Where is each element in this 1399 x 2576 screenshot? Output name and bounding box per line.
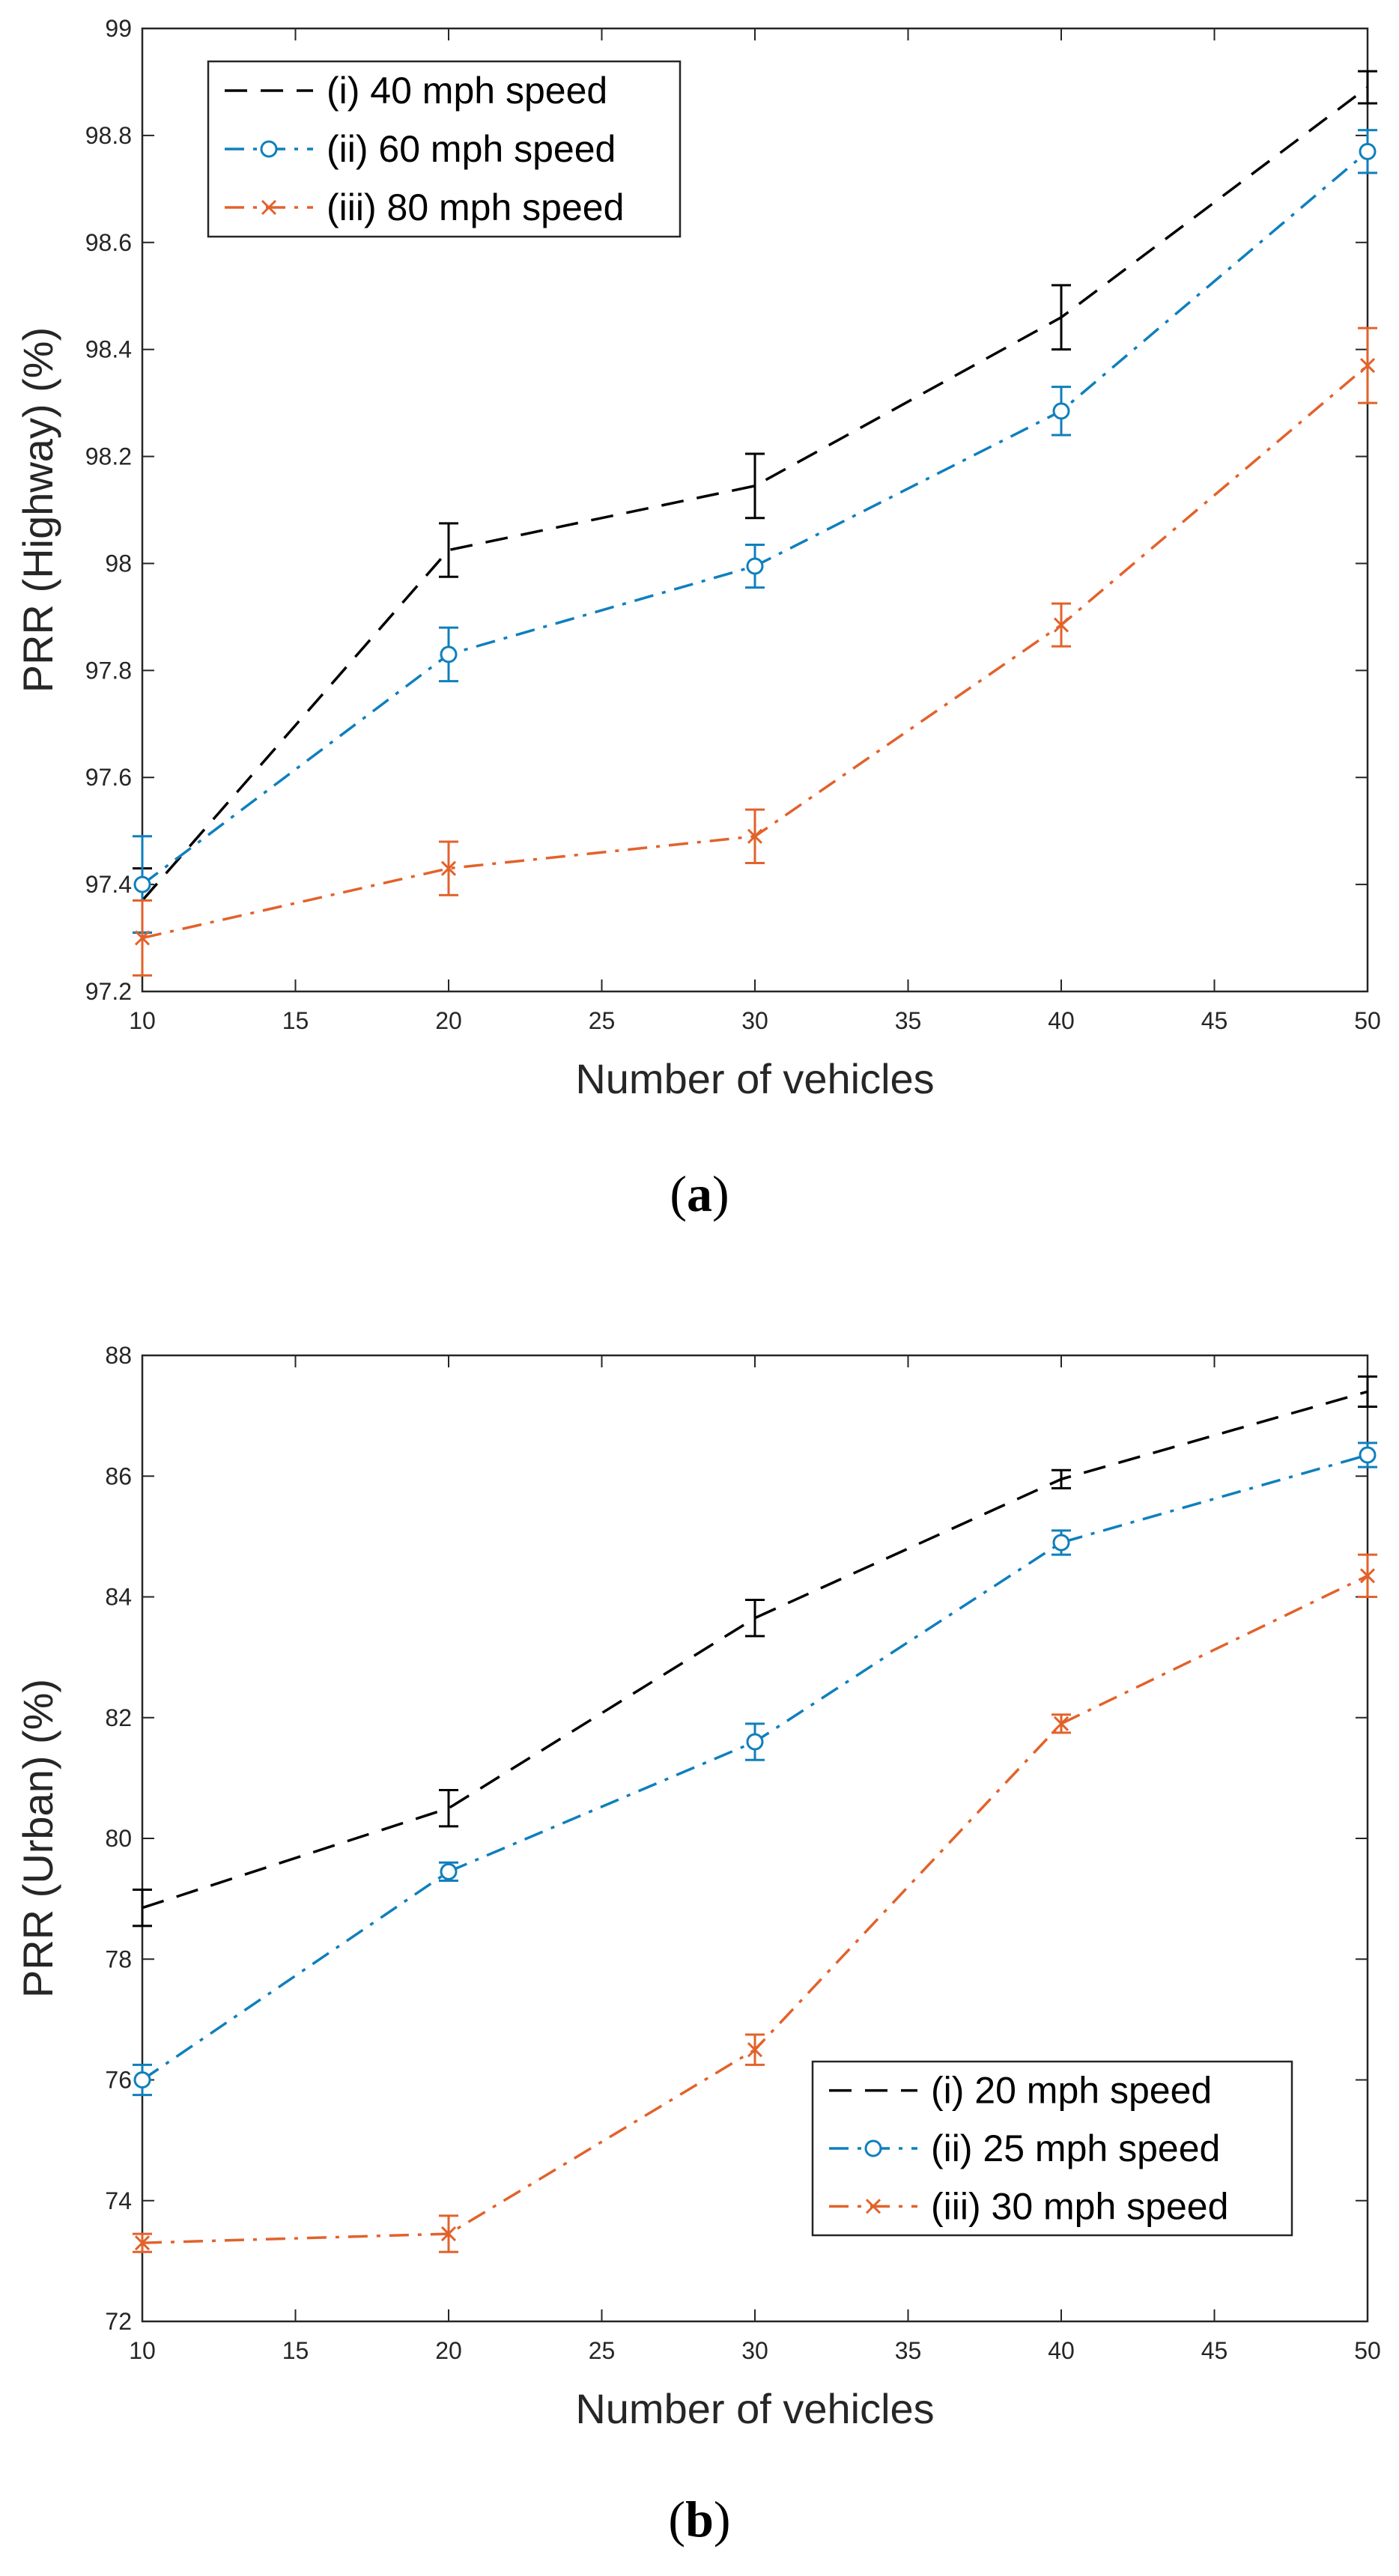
x-tick-label: 50	[1354, 1007, 1381, 1034]
x-tick-label: 35	[895, 1007, 922, 1034]
x-tick-label: 20	[435, 1007, 462, 1034]
legend: (i) 20 mph speed (ii) 25 mph speed (iii) 3…	[813, 2062, 1292, 2235]
x-tick-label: 50	[1354, 2337, 1381, 2364]
y-tick-label: 84	[105, 1584, 132, 1611]
panel-label-a: a	[687, 1165, 712, 1222]
x-tick-label: 15	[282, 2337, 309, 2364]
legend-label: (ii) 25 mph speed	[931, 2127, 1220, 2169]
y-tick-label: 99	[105, 15, 132, 42]
y-tick-label: 88	[105, 1342, 132, 1369]
x-tick-label: 10	[129, 1007, 156, 1034]
data-point-circle	[1054, 1535, 1069, 1550]
panel-caption-a: (a)	[0, 1164, 1399, 1224]
x-tick-label: 40	[1048, 1007, 1075, 1034]
y-tick-label: 98.8	[85, 122, 132, 149]
y-tick-label: 76	[105, 2067, 132, 2094]
data-point-circle	[1054, 404, 1069, 419]
data-point-circle	[135, 877, 150, 892]
y-tick-label: 97.8	[85, 657, 132, 684]
legend: (i) 40 mph speed (ii) 60 mph speed (iii) 8…	[208, 61, 680, 237]
chart-panel-b: 10 15 20 25 30 35 40 45 50 72 74 76 78 80 82 84 86 88 Numb…	[14, 1342, 1381, 2432]
x-axis-label: Number of vehicles	[575, 2385, 934, 2432]
legend-label: (iii) 80 mph speed	[327, 186, 624, 228]
x-axis-label: Number of vehicles	[575, 1055, 934, 1102]
x-tick-label: 45	[1201, 2337, 1228, 2364]
y-tick-label: 97.6	[85, 764, 132, 791]
legend-label: (iii) 30 mph speed	[931, 2185, 1228, 2227]
x-tick-label: 25	[589, 1007, 616, 1034]
data-point-circle	[441, 1864, 456, 1879]
x-tick-label: 25	[589, 2337, 616, 2364]
x-tick-label: 30	[741, 1007, 768, 1034]
y-tick-label: 78	[105, 1945, 132, 1972]
data-point-circle	[1360, 1448, 1375, 1462]
y-tick-label: 82	[105, 1704, 132, 1731]
panel-caption-b: (b)	[0, 2490, 1399, 2549]
y-tick-label: 80	[105, 1825, 132, 1852]
x-tick-label: 20	[435, 2337, 462, 2364]
y-axis-label: PRR (Highway) (%)	[14, 327, 61, 693]
y-tick-label: 72	[105, 2308, 132, 2335]
legend-marker-circle	[261, 142, 276, 157]
legend-label: (ii) 60 mph speed	[327, 128, 616, 170]
y-tick-label: 98.4	[85, 336, 132, 363]
x-tick-label: 45	[1201, 1007, 1228, 1034]
legend-marker-circle	[866, 2141, 881, 2156]
y-tick-label: 98.6	[85, 229, 132, 256]
y-tick-label: 97.2	[85, 978, 132, 1005]
y-tick-label: 86	[105, 1462, 132, 1489]
data-point-circle	[441, 647, 456, 662]
data-point-circle	[135, 2073, 150, 2088]
x-tick-label: 40	[1048, 2337, 1075, 2364]
x-tick-label: 30	[741, 2337, 768, 2364]
y-axis-label: PRR (Urban) (%)	[14, 1679, 61, 1998]
y-tick-label: 97.4	[85, 871, 132, 898]
y-tick-label: 98	[105, 550, 132, 577]
panel-label-b: b	[685, 2491, 714, 2548]
legend-label: (i) 40 mph speed	[327, 70, 607, 112]
chart-panel-a: 10 15 20 25 30 35 40 45 50 97.2 97.4 97.6 97.8 98 98.2…	[14, 15, 1381, 1102]
x-tick-label: 10	[129, 2337, 156, 2364]
y-tick-label: 98.2	[85, 443, 132, 470]
legend-label: (i) 20 mph speed	[931, 2070, 1212, 2112]
y-tick-label: 74	[105, 2187, 132, 2214]
data-point-circle	[1360, 144, 1375, 159]
data-point-circle	[747, 559, 762, 574]
data-point-circle	[747, 1734, 762, 1749]
x-tick-label: 35	[895, 2337, 922, 2364]
x-tick-label: 15	[282, 1007, 309, 1034]
